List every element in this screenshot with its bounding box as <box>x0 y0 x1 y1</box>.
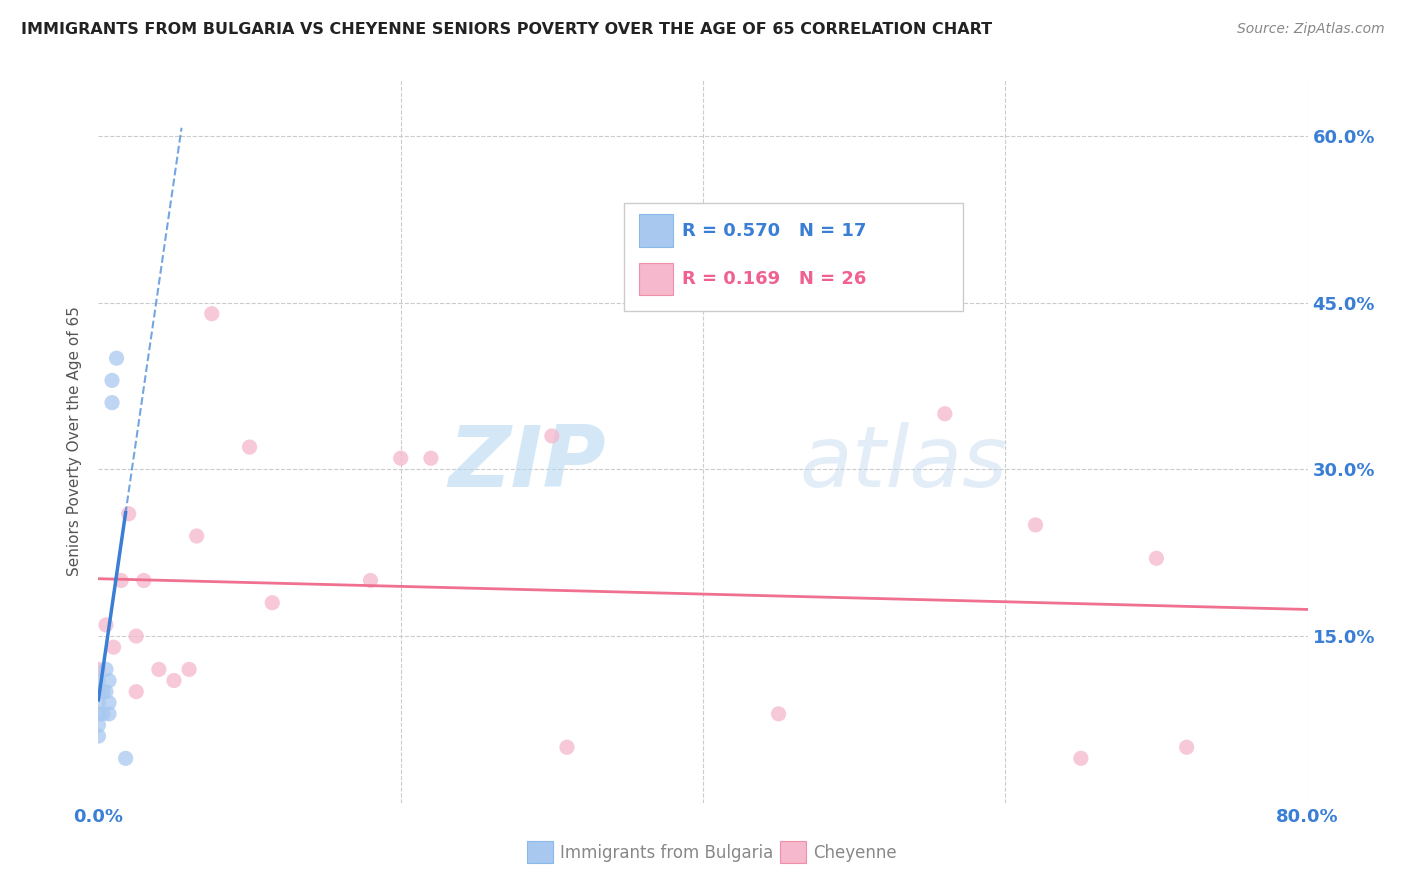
Point <box>148 662 170 676</box>
Bar <box>638 263 673 295</box>
Point <box>94 684 117 698</box>
Point <box>262 596 284 610</box>
Text: atlas: atlas <box>800 422 1008 505</box>
Point <box>87 684 110 698</box>
Point <box>103 640 125 655</box>
Point <box>98 673 121 688</box>
Point <box>94 662 117 676</box>
Point <box>540 429 562 443</box>
Point <box>389 451 412 466</box>
Text: IMMIGRANTS FROM BULGARIA VS CHEYENNE SENIORS POVERTY OVER THE AGE OF 65 CORRELAT: IMMIGRANTS FROM BULGARIA VS CHEYENNE SEN… <box>21 22 993 37</box>
Point <box>101 395 124 409</box>
Bar <box>638 214 673 247</box>
Point <box>179 662 201 676</box>
Text: Source: ZipAtlas.com: Source: ZipAtlas.com <box>1237 22 1385 37</box>
Point <box>1024 517 1046 532</box>
Point <box>87 718 110 732</box>
Text: Cheyenne: Cheyenne <box>813 844 896 862</box>
Point <box>87 729 110 743</box>
Point <box>125 629 148 643</box>
Point <box>1144 551 1167 566</box>
Text: ZIP: ZIP <box>449 422 606 505</box>
Point <box>91 684 114 698</box>
Point <box>98 696 121 710</box>
Point <box>163 673 186 688</box>
Point <box>105 351 128 366</box>
Point <box>360 574 382 588</box>
Point <box>125 684 148 698</box>
Point <box>98 706 121 721</box>
Point <box>87 673 110 688</box>
Point <box>114 751 136 765</box>
Point <box>118 507 141 521</box>
Point <box>186 529 208 543</box>
Point <box>101 373 124 387</box>
Point <box>555 740 578 755</box>
Point <box>87 706 110 721</box>
Text: R = 0.570   N = 17: R = 0.570 N = 17 <box>682 221 868 240</box>
Point <box>94 618 117 632</box>
Point <box>239 440 262 454</box>
Text: Immigrants from Bulgaria: Immigrants from Bulgaria <box>560 844 773 862</box>
Point <box>934 407 956 421</box>
Point <box>201 307 224 321</box>
Point <box>768 706 790 721</box>
Point <box>1175 740 1198 755</box>
Point <box>87 696 110 710</box>
Text: R = 0.169   N = 26: R = 0.169 N = 26 <box>682 270 868 288</box>
Point <box>87 662 110 676</box>
Point <box>91 706 114 721</box>
Y-axis label: Seniors Poverty Over the Age of 65: Seniors Poverty Over the Age of 65 <box>67 307 83 576</box>
FancyBboxPatch shape <box>624 203 963 311</box>
Point <box>110 574 132 588</box>
Point <box>420 451 443 466</box>
Point <box>132 574 155 588</box>
Point <box>1070 751 1092 765</box>
